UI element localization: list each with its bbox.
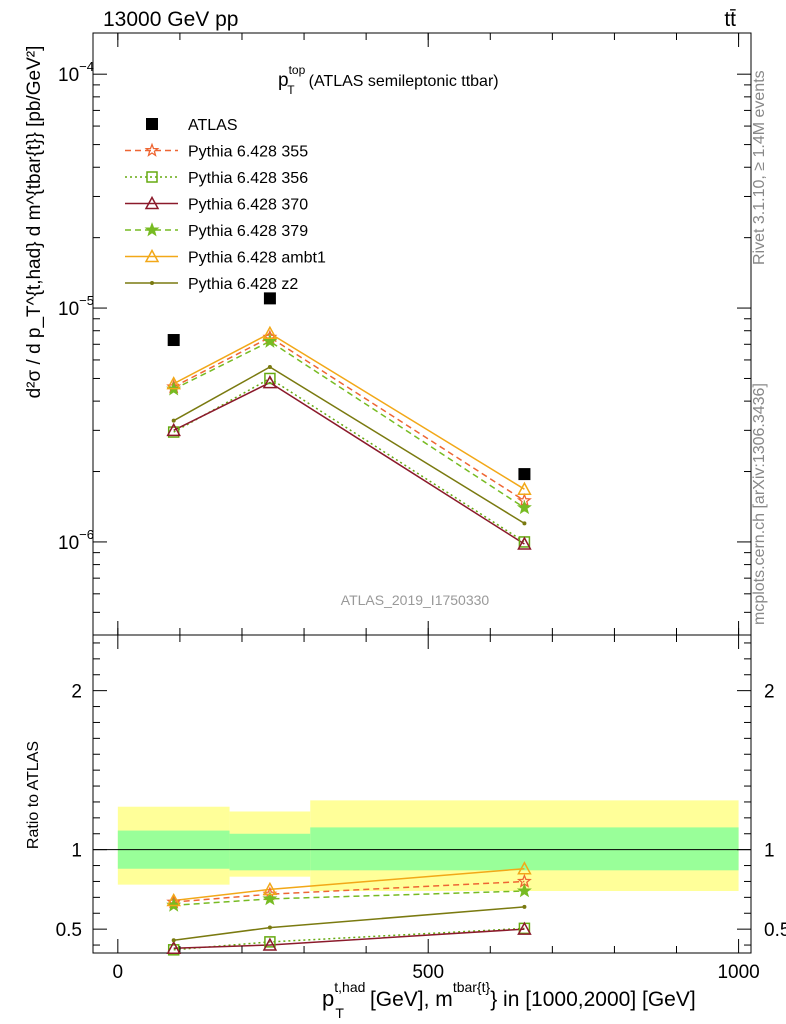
main-series-line-6 <box>173 366 525 525</box>
ratio-band-inner-1 <box>229 833 311 871</box>
ratio-ytick-label-left-2: 2 <box>71 682 82 703</box>
analysis-watermark: ATLAS_2019_I1750330 <box>341 592 490 608</box>
rivet-version-label: Rivet 3.1.10, ≥ 1.4M events <box>751 70 768 265</box>
main-ytick-label-1: 10−5 <box>58 293 94 320</box>
main-point-4-2 <box>516 499 532 515</box>
main-title: ptop T (ATLAS semileptonic ttbar) <box>278 63 499 97</box>
main-point-0-0 <box>167 334 180 347</box>
ratio-ytick-label-right-1: 1 <box>764 841 775 862</box>
energy-label: 13000 GeV pp <box>103 8 238 31</box>
ratio-series-line-0 <box>173 880 525 903</box>
ratio-series-line-1 <box>173 927 525 951</box>
main-series-lines <box>173 332 525 545</box>
ratio-ytick-label-left-0: 0.5 <box>56 920 82 941</box>
legend-marker-6 <box>150 281 154 285</box>
ratio-point-4-0 <box>166 892 181 907</box>
main-ytick-label-0: 10−4 <box>58 59 94 86</box>
ratio-point-4-2 <box>517 861 532 875</box>
main-series-line-4 <box>173 340 525 509</box>
legend-marker-3 <box>144 195 160 210</box>
ratio-point-3-2 <box>516 883 532 898</box>
ratio-series-line-5 <box>173 906 525 942</box>
main-point-6-2 <box>522 521 527 526</box>
legend-marker-5 <box>144 248 160 263</box>
ratio-point-3-1 <box>262 891 278 906</box>
ratio-xtick-label-1: 500 <box>412 962 444 983</box>
legend-label-6: Pythia 6.428 z2 <box>188 276 298 293</box>
legend-label-2: Pythia 6.428 356 <box>188 170 308 187</box>
ratio-point-2-2 <box>517 921 532 935</box>
main-point-6-0 <box>171 418 176 423</box>
ratio-ticks: 0.5 0.5 1 1 2 2 0 500 1000 <box>56 635 786 983</box>
main-point-0-1 <box>263 292 276 305</box>
main-series-line-3 <box>173 381 525 545</box>
main-point-0-2 <box>518 468 531 481</box>
ratio-point-5-1 <box>267 925 272 930</box>
main-series-line-1 <box>173 336 525 502</box>
ratio-series-line-3 <box>173 890 525 907</box>
ratio-point-1-1 <box>264 936 276 948</box>
main-y-axis-label: d²σ / d p_T^{t,had} d m^{tbar{t}} [pb/Ge… <box>24 46 45 399</box>
main-point-3-0 <box>166 422 181 437</box>
main-point-5-2 <box>517 481 532 495</box>
main-point-5-1 <box>262 325 278 340</box>
plot-frames <box>92 32 752 954</box>
ratio-xtick-label-2: 1000 <box>717 962 759 983</box>
legend-label-1: Pythia 6.428 355 <box>188 144 308 161</box>
legend-marker-2 <box>146 171 158 183</box>
ratio-ytick-label-left-1: 1 <box>71 841 82 862</box>
ratio-point-2-0 <box>166 940 181 954</box>
legend-label-5: Pythia 6.428 ambt1 <box>188 250 326 267</box>
main-point-2-1 <box>264 372 276 385</box>
ratio-point-2-1 <box>262 937 278 951</box>
main-point-3-1 <box>262 375 278 389</box>
legend-marker-1 <box>144 142 160 157</box>
ratio-point-5-0 <box>171 938 176 943</box>
ratio-point-5-2 <box>522 904 527 909</box>
main-point-5-0 <box>166 376 181 390</box>
main-y-ticks: 10−4 10−5 10−6 <box>58 33 751 636</box>
ratio-y-axis-label: Ratio to ATLAS <box>25 741 42 849</box>
ratio-frame <box>92 634 752 954</box>
legend-label-3: Pythia 6.428 370 <box>188 197 308 214</box>
legend-label-4: Pythia 6.428 379 <box>188 223 308 240</box>
ratio-ytick-label-right-2: 2 <box>764 682 775 703</box>
main-series-line-5 <box>173 332 525 490</box>
ratio-series-line-2 <box>173 928 525 949</box>
ratio-series-markers <box>166 861 532 956</box>
main-point-6-1 <box>267 364 272 369</box>
legend-marker-4 <box>144 222 160 237</box>
legend-marker-0 <box>146 118 158 130</box>
process-label: tt̄ <box>724 8 736 31</box>
legend-label-0: ATLAS <box>188 117 238 134</box>
ratio-xtick-label-0: 0 <box>113 962 124 983</box>
ratio-ytick-label-right-0: 0.5 <box>764 920 786 941</box>
mcplots-label: mcplots.cern.ch [arXiv:1306.3436] <box>751 383 768 625</box>
ratio-point-1-0 <box>167 944 180 956</box>
ratio-point-4-1 <box>262 881 278 896</box>
x-axis-label: pt,had T[GeV], mtbar{t}} in [1000,2000] [… <box>322 979 696 1021</box>
main-point-4-1 <box>262 333 278 348</box>
main-series-line-2 <box>173 377 525 543</box>
ratio-uncertainty-bands <box>93 800 751 891</box>
main-series-markers <box>166 292 532 550</box>
main-ytick-label-2: 10−6 <box>58 527 94 554</box>
main-point-3-2 <box>517 536 532 550</box>
legend: ATLAS Pythia 6.428 355 Pythia 6.428 356 Pyt… <box>125 117 326 293</box>
